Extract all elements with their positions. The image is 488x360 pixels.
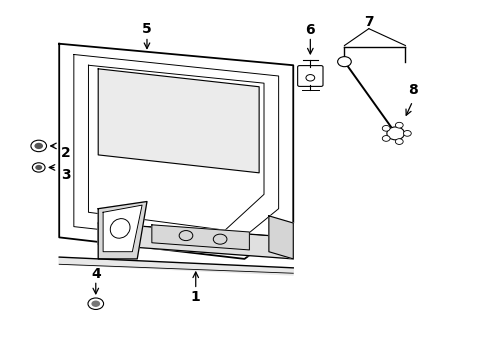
Circle shape bbox=[31, 140, 46, 152]
Text: 2: 2 bbox=[61, 146, 70, 160]
Polygon shape bbox=[98, 202, 147, 259]
Polygon shape bbox=[152, 225, 249, 250]
Circle shape bbox=[35, 165, 42, 170]
Polygon shape bbox=[59, 44, 293, 259]
Circle shape bbox=[403, 131, 410, 136]
Circle shape bbox=[337, 57, 350, 67]
Polygon shape bbox=[268, 216, 293, 259]
Text: 6: 6 bbox=[305, 23, 314, 37]
Ellipse shape bbox=[110, 219, 130, 238]
Circle shape bbox=[395, 122, 402, 128]
Circle shape bbox=[88, 298, 103, 310]
Circle shape bbox=[395, 139, 402, 144]
Polygon shape bbox=[98, 69, 259, 173]
Polygon shape bbox=[103, 205, 142, 252]
Text: 3: 3 bbox=[61, 168, 70, 182]
Polygon shape bbox=[59, 257, 293, 275]
Circle shape bbox=[34, 143, 43, 149]
Circle shape bbox=[32, 163, 45, 172]
Text: 1: 1 bbox=[190, 289, 200, 303]
FancyBboxPatch shape bbox=[297, 66, 323, 86]
Text: 5: 5 bbox=[142, 22, 152, 36]
Text: 8: 8 bbox=[407, 84, 417, 97]
Polygon shape bbox=[98, 223, 293, 259]
Circle shape bbox=[91, 301, 100, 307]
Text: 7: 7 bbox=[363, 15, 373, 29]
Circle shape bbox=[382, 125, 389, 131]
Circle shape bbox=[386, 127, 404, 140]
Text: 4: 4 bbox=[91, 267, 101, 281]
Circle shape bbox=[382, 136, 389, 141]
